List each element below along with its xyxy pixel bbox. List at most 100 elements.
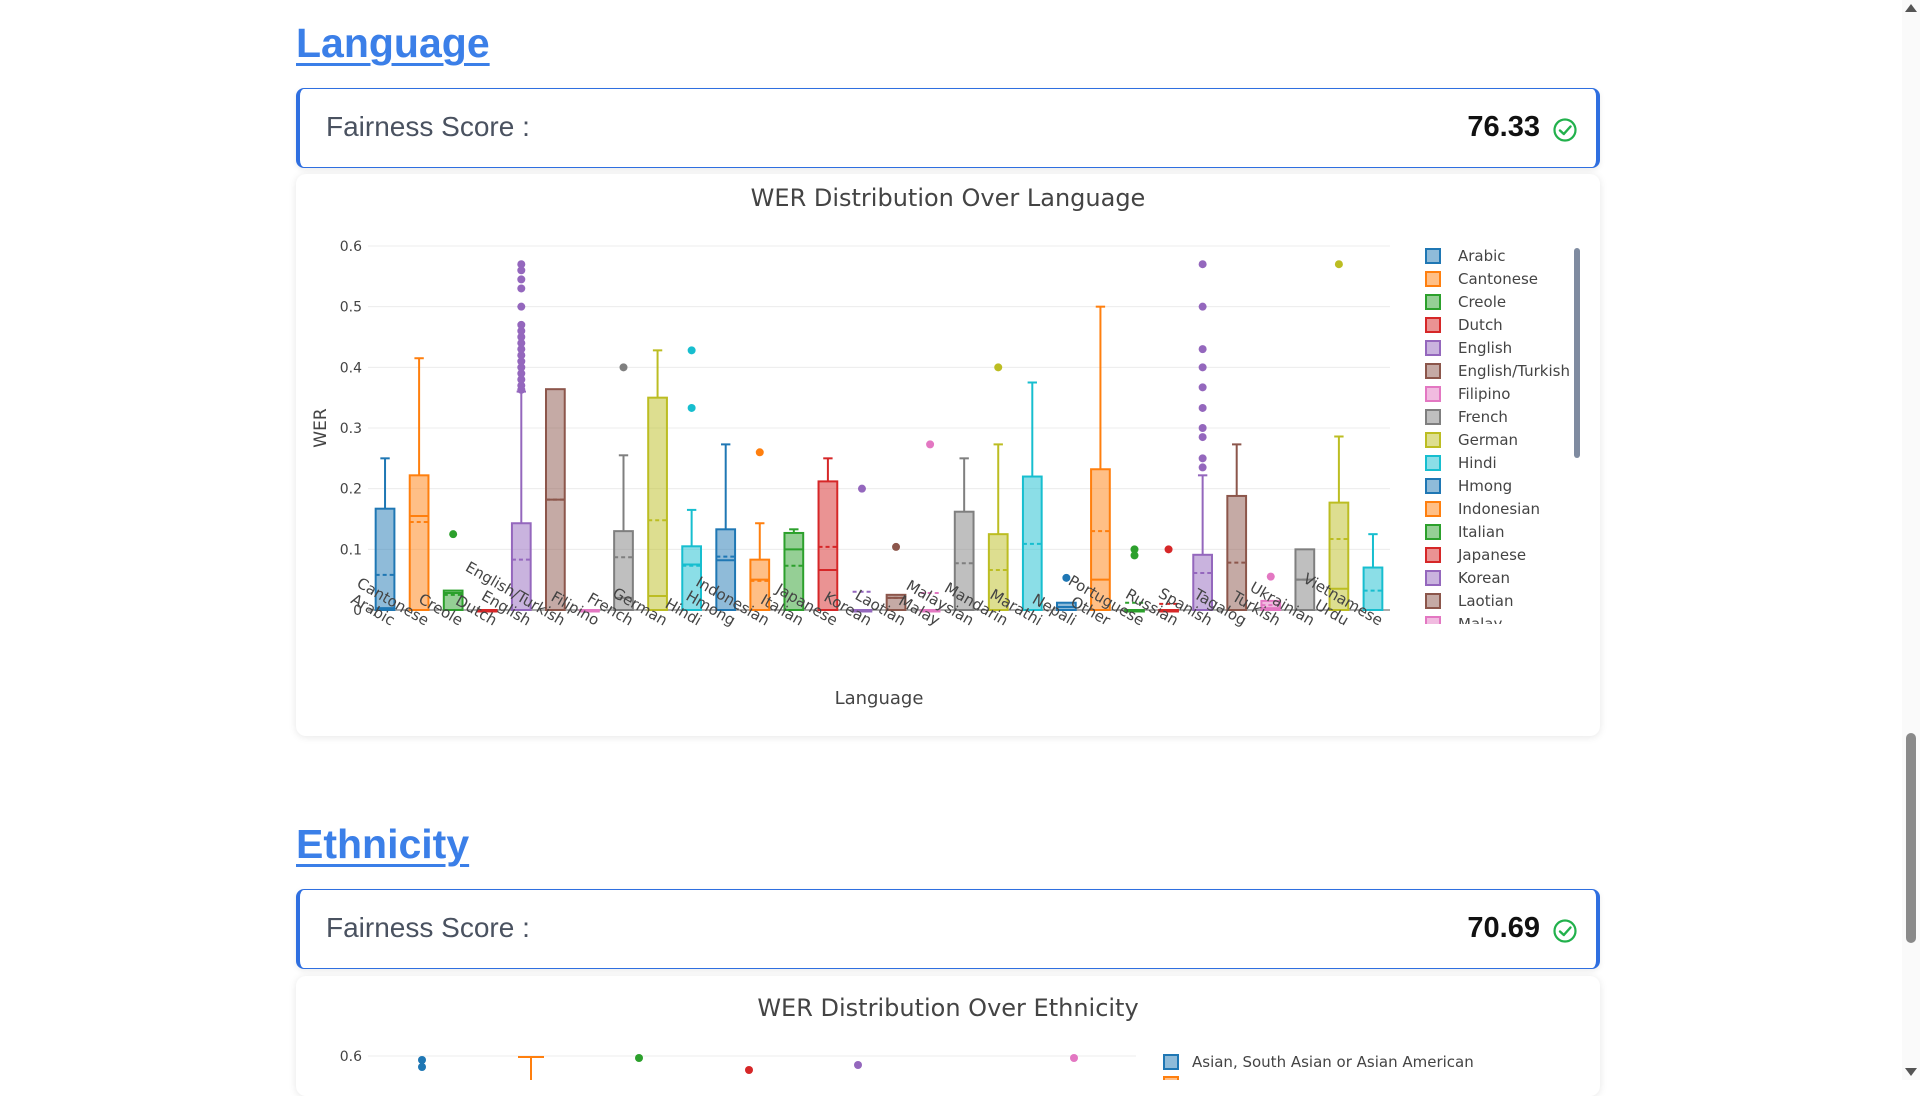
outlier-point — [1070, 1054, 1078, 1062]
box-english-turkish — [544, 388, 566, 611]
box-japanese — [817, 457, 839, 611]
legend-swatch — [1425, 294, 1441, 310]
box-iqr — [681, 545, 703, 611]
box-creole — [442, 530, 464, 612]
legend-swatch — [1425, 501, 1441, 517]
outlier-point — [1198, 454, 1207, 463]
outlier-point — [517, 275, 526, 284]
outlier-point — [517, 260, 526, 269]
check-circle-icon — [1553, 118, 1577, 142]
scroll-down-icon[interactable] — [1905, 1068, 1917, 1076]
y-tick-label: 0.6 — [340, 1049, 362, 1065]
outlier-point — [857, 484, 866, 493]
outlier-point — [517, 339, 526, 348]
box-iqr — [817, 480, 839, 611]
box-iqr — [647, 396, 668, 611]
legend-swatch — [1425, 409, 1441, 425]
legend-swatch — [1163, 1054, 1179, 1070]
y-tick-label: 0.2 — [340, 482, 362, 498]
outlier-point — [1198, 345, 1207, 354]
outlier-point — [1334, 260, 1343, 269]
outlier-point — [1266, 572, 1275, 581]
legend-swatch — [1425, 340, 1441, 356]
outlier-point — [517, 363, 526, 372]
outlier-point — [517, 381, 526, 390]
legend-swatch — [1425, 524, 1441, 540]
legend-swatch — [1425, 570, 1441, 586]
legend-label: Hmong — [1458, 477, 1512, 495]
chart-title: WER Distribution Over Language — [751, 184, 1146, 212]
outlier-point — [1198, 383, 1207, 392]
box-iqr — [1090, 468, 1111, 611]
outlier-point — [687, 346, 696, 355]
section-title-language[interactable]: Language — [296, 20, 490, 66]
box-iqr — [783, 531, 805, 612]
box-nepali — [1055, 573, 1077, 612]
legend-swatch — [1425, 317, 1441, 333]
fairness-score-label: Fairness Score : — [326, 111, 530, 142]
box-malay — [919, 440, 941, 613]
outlier-point — [517, 345, 526, 354]
chart-card-ethnicity: WER Distribution Over Ethnicity 0.6 Asian,… — [296, 976, 1600, 1096]
box-iqr — [374, 507, 396, 612]
legend-label: French — [1458, 408, 1508, 426]
scrollbar-thumb[interactable] — [1906, 733, 1916, 943]
legend-label: Hindi — [1458, 454, 1497, 472]
outlier-point — [1198, 424, 1207, 432]
legend-label: Cantonese — [1458, 270, 1538, 288]
legend-swatch — [1425, 271, 1441, 287]
outlier-point — [1198, 260, 1207, 269]
legend-scrollbar-thumb — [1574, 248, 1580, 458]
outlier-point — [854, 1061, 862, 1069]
chart-title: WER Distribution Over Ethnicity — [757, 994, 1138, 1022]
y-axis-label: WER — [311, 408, 331, 448]
y-tick-label: 0.6 — [340, 239, 362, 255]
legend-label: Creole — [1458, 293, 1506, 311]
outlier-point — [517, 357, 526, 366]
outlier-point — [517, 284, 526, 293]
box-spanish — [1192, 260, 1214, 611]
box-iqr — [613, 530, 634, 611]
y-tick-label: 0.5 — [340, 300, 362, 316]
outlier-point — [517, 326, 526, 335]
box-iqr — [715, 528, 737, 611]
fairness-score-label: Fairness Score : — [326, 912, 530, 943]
box-mandarin — [987, 363, 1009, 611]
outlier-point — [892, 542, 901, 551]
legend-swatch — [1163, 1076, 1179, 1080]
y-tick-label: 0 — [353, 603, 362, 619]
outlier-point — [517, 351, 526, 360]
box-urdu — [1328, 260, 1350, 611]
legend-swatch — [1425, 432, 1441, 448]
outlier-point — [1198, 363, 1207, 372]
check-circle-icon — [1553, 919, 1577, 943]
box-arabic — [374, 457, 396, 612]
page-scrollbar[interactable] — [1902, 0, 1920, 1080]
outlier-point — [517, 266, 526, 275]
legend-label: German — [1458, 431, 1518, 449]
box-german — [647, 349, 668, 611]
outlier-point — [994, 363, 1003, 372]
y-tick-label: 0.3 — [340, 421, 362, 437]
legend-swatch — [1425, 455, 1441, 471]
outlier-point — [1164, 545, 1173, 554]
box-hmong — [715, 443, 737, 611]
outlier-point — [1198, 302, 1207, 311]
legend-clip — [1418, 624, 1578, 638]
outlier-point — [687, 403, 696, 412]
box-iqr — [1328, 501, 1350, 611]
outlier-point — [635, 1054, 643, 1062]
outlier-point — [517, 375, 526, 384]
box-marathi — [1021, 381, 1043, 611]
box-ukrainian — [1294, 548, 1316, 612]
outlier-point — [418, 1063, 426, 1071]
outlier-point — [745, 1066, 753, 1074]
section-title-ethnicity[interactable]: Ethnicity — [296, 821, 470, 867]
legend-label: English — [1458, 339, 1512, 357]
box-english — [510, 260, 532, 612]
outlier-point — [619, 363, 628, 372]
outlier-point — [1130, 545, 1139, 554]
wer-box-chart-ethnicity: WER Distribution Over Ethnicity 0.6 Asian,… — [340, 994, 1474, 1080]
scroll-up-icon[interactable] — [1905, 4, 1917, 12]
box-hindi — [681, 346, 703, 611]
